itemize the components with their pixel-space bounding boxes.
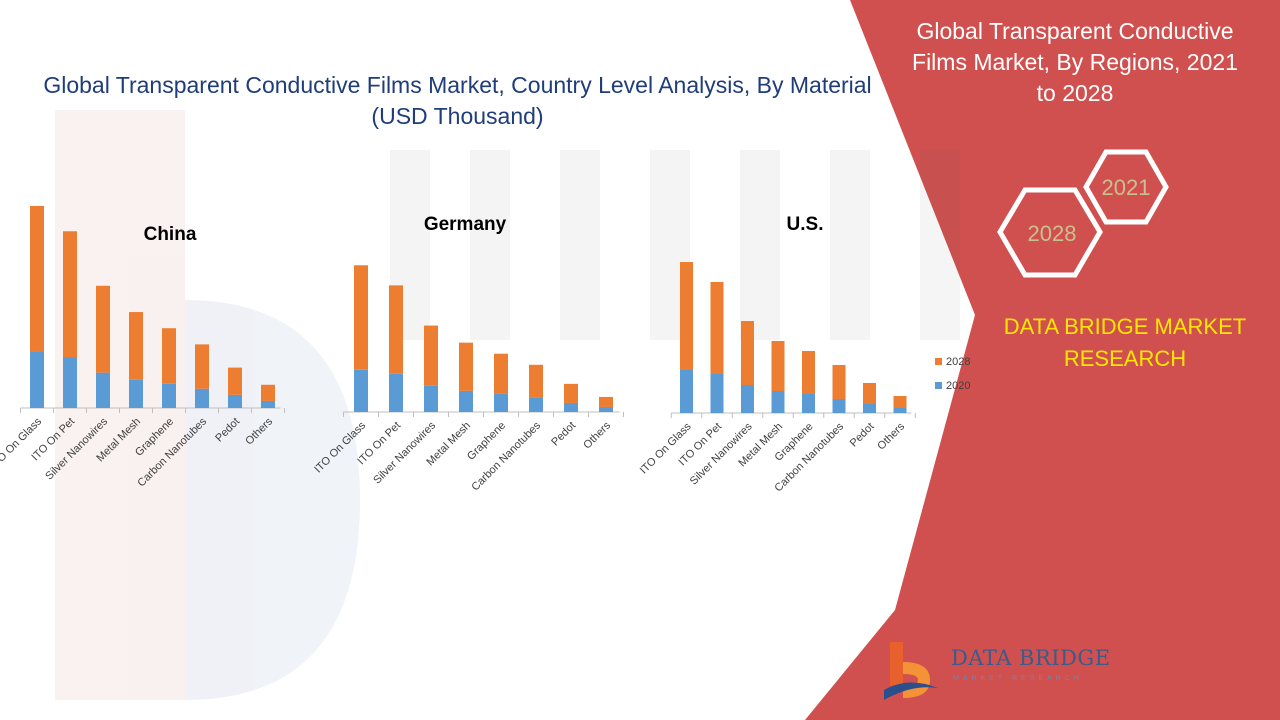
bar-2020	[389, 373, 403, 412]
bar-2020	[893, 408, 907, 413]
bar-2028	[710, 282, 724, 374]
bar-2028	[195, 344, 209, 389]
bar-2020	[96, 372, 110, 408]
bar-2028	[529, 364, 543, 398]
bar-2020	[228, 394, 242, 408]
bar-2028	[599, 396, 613, 407]
legend-swatch	[935, 358, 942, 365]
bar-2020	[195, 388, 209, 408]
bar-2028	[494, 353, 508, 394]
bar-2028	[129, 312, 143, 380]
bar-2028	[459, 342, 473, 391]
bar-2028	[741, 321, 754, 385]
bar-2020	[30, 351, 44, 408]
bar-2028	[863, 383, 876, 404]
legend: 2028 2020	[935, 356, 970, 392]
bar-2028	[802, 351, 815, 394]
bar-2020	[424, 385, 438, 412]
bar-2020	[354, 369, 368, 412]
bar-2028	[228, 367, 242, 395]
bar-2028	[30, 206, 44, 352]
bar-2028	[680, 262, 693, 370]
bar-2020	[863, 404, 876, 413]
bar-2020	[680, 370, 693, 413]
chart-panel-title: Germany	[424, 214, 507, 235]
bar-2028	[564, 383, 578, 403]
bar-2020	[162, 383, 176, 408]
hexagon-2028-label: 2028	[1028, 221, 1077, 246]
bar-2020	[741, 385, 754, 413]
bar-2020	[802, 394, 815, 413]
hexagon-2028-icon	[997, 187, 1103, 278]
bar-2020	[261, 400, 275, 408]
bar-2028	[354, 265, 368, 370]
chart-panel-title: U.S.	[787, 214, 824, 235]
legend-label: 2028	[946, 356, 970, 368]
brand-name: DATA BRIDGE MARKET RESEARCH	[1003, 314, 1247, 371]
bar-2020	[771, 391, 785, 413]
logo-subtitle: MARKET RESEARCH	[953, 675, 1083, 682]
bar-2020	[129, 379, 143, 408]
data-bridge-logo: DATA BRIDGE MARKET RESEARCH	[878, 638, 1111, 708]
bar-2020	[564, 402, 578, 412]
logo-name: DATA BRIDGE	[951, 646, 1111, 670]
chart-panel-title: China	[144, 224, 197, 245]
hexagon-2021-icon	[1083, 149, 1169, 225]
bar-2028	[771, 341, 785, 391]
bar-2028	[261, 384, 275, 401]
bar-2028	[389, 285, 403, 374]
bar-2028	[96, 285, 110, 373]
bar-2020	[529, 397, 543, 412]
bar-2020	[599, 406, 613, 412]
side-panel-title: Global Transparent Conductive Films Mark…	[912, 18, 1238, 106]
bar-2028	[832, 365, 846, 399]
hexagon-2021-label: 2021	[1102, 175, 1151, 200]
bar-2028	[162, 328, 176, 384]
logo-icon	[884, 642, 938, 700]
bar-2028	[424, 325, 438, 386]
legend-label: 2020	[946, 380, 970, 392]
bar-2020	[710, 374, 724, 413]
bar-2020	[494, 393, 508, 412]
legend-swatch	[935, 382, 942, 389]
bar-2020	[459, 390, 473, 412]
bar-2020	[63, 357, 77, 408]
bar-2028	[63, 231, 77, 358]
bar-2020	[832, 399, 846, 413]
bar-2028	[893, 396, 907, 408]
chart-title: Global Transparent Conductive Films Mark…	[43, 72, 872, 129]
